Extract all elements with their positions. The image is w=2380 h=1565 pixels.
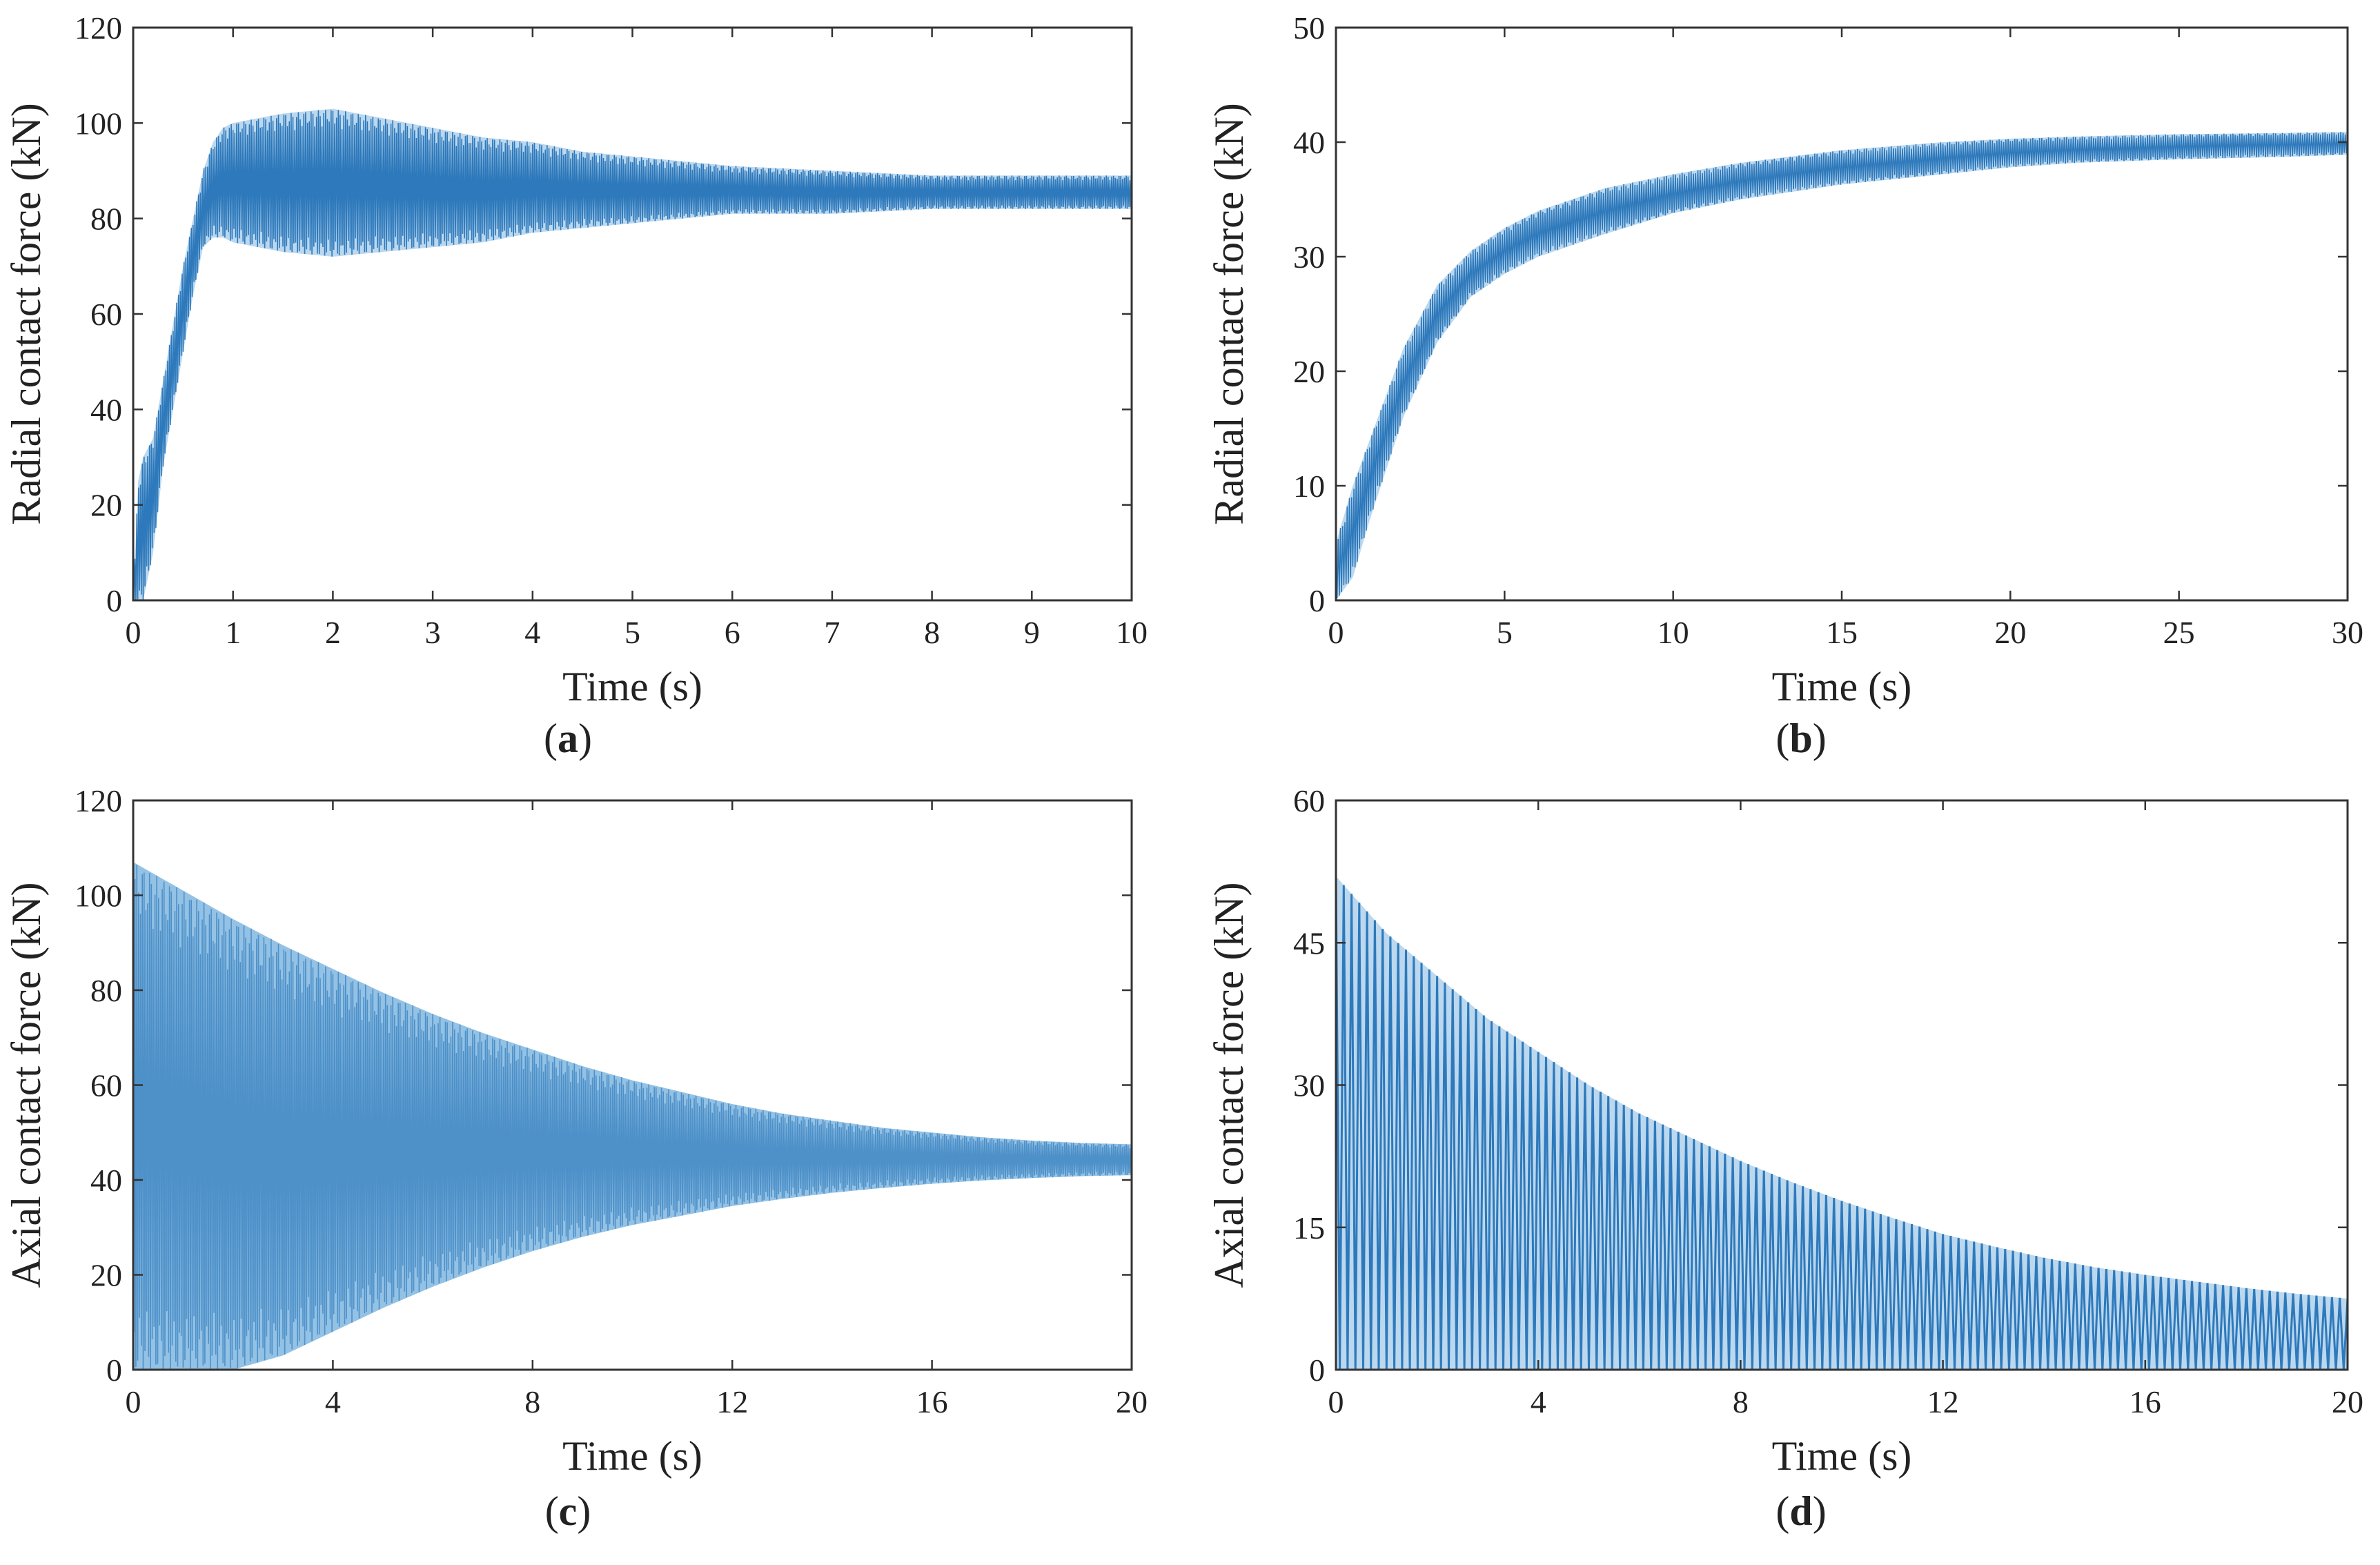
y-tick-label: 100 (75, 878, 122, 914)
y-tick-label: 20 (1293, 354, 1325, 389)
x-tick-label: 2 (325, 615, 341, 650)
y-tick-label: 100 (75, 106, 122, 141)
y-axis-label: Radial contact force (kN) (3, 103, 49, 524)
x-tick-label: 4 (1531, 1384, 1546, 1419)
chart-panel-b: 0 5 10 15 20 25 30 0 10 20 30 40 50 Time (s) Radial co… (1206, 10, 2363, 761)
y-tick-label: 0 (106, 583, 122, 618)
y-tick-label: 40 (90, 392, 122, 427)
series-b (1336, 132, 2348, 600)
y-tick-label: 15 (1293, 1210, 1325, 1246)
y-tick-label: 50 (1293, 10, 1325, 46)
y-axis-label: Axial contact force (kN) (3, 882, 49, 1288)
x-tick-label: 16 (2130, 1384, 2161, 1419)
x-tick-label: 8 (924, 615, 940, 650)
x-tick-label: 0 (1328, 1384, 1344, 1419)
x-axis-label: Time (s) (562, 664, 702, 709)
x-tick-label: 12 (716, 1384, 748, 1419)
x-tick-label: 1 (225, 615, 241, 650)
y-axis-label: Radial contact force (kN) (1206, 103, 1252, 524)
x-tick-label: 15 (1826, 615, 1858, 650)
x-tick-label: 10 (1658, 615, 1689, 650)
y-tick-label: 120 (75, 783, 122, 818)
series-a (133, 108, 1132, 600)
chart-panel-c: 0 4 8 12 16 20 0 20 40 60 80 100 120 Time (s) Axial co… (3, 783, 1148, 1534)
panel-label: (a) (544, 716, 592, 761)
y-axis-label: Axial contact force (kN) (1206, 882, 1252, 1288)
series-d (1336, 876, 2348, 1370)
x-tick-label: 8 (1733, 1384, 1749, 1419)
series-line (133, 110, 1132, 600)
axes-frame (1335, 26, 2349, 602)
x-tick-label: 5 (624, 615, 640, 650)
x-tick-label: 9 (1024, 615, 1040, 650)
y-tick-label: 60 (90, 297, 122, 332)
x-tick-label: 8 (524, 1384, 540, 1419)
y-tick-label: 40 (90, 1163, 122, 1198)
y-tick-label: 0 (106, 1352, 122, 1388)
x-tick-label: 25 (2163, 615, 2195, 650)
x-tick-label: 10 (1116, 615, 1148, 650)
y-tick-label: 40 (1293, 125, 1325, 160)
x-tick-label: 20 (2332, 1384, 2363, 1419)
y-tick-label: 20 (90, 1258, 122, 1293)
envelope-area (1336, 132, 2348, 600)
x-tick-label: 6 (725, 615, 740, 650)
chart-panel-d: 0 4 8 12 16 20 0 15 30 45 60 Time (s) Axial contact … (1206, 783, 2363, 1534)
y-tick-label: 30 (1293, 1068, 1325, 1103)
y-tick-label: 60 (1293, 783, 1325, 818)
y-tick-label: 80 (90, 973, 122, 1008)
y-tick-label: 10 (1293, 469, 1325, 504)
x-tick-label: 20 (1994, 615, 2026, 650)
series-line (1336, 876, 2348, 1370)
y-tick-label: 0 (1309, 583, 1325, 618)
x-tick-label: 20 (1116, 1384, 1148, 1419)
y-tick-label: 20 (90, 488, 122, 523)
x-tick-label: 30 (2332, 615, 2363, 650)
y-tick-label: 0 (1309, 1352, 1325, 1388)
x-tick-label: 16 (916, 1384, 948, 1419)
x-tick-label: 7 (824, 615, 840, 650)
x-tick-label: 5 (1497, 615, 1513, 650)
y-tick-label: 45 (1293, 925, 1325, 961)
x-tick-label: 0 (126, 615, 141, 650)
envelope-area (1336, 876, 2348, 1370)
series-c (133, 862, 1132, 1370)
series-line (133, 865, 1132, 1370)
x-axis-label: Time (s) (1772, 664, 1912, 709)
y-tick-label: 80 (90, 201, 122, 237)
x-tick-label: 12 (1927, 1384, 1959, 1419)
y-tick-label: 120 (75, 10, 122, 46)
x-tick-label: 0 (126, 1384, 141, 1419)
x-tick-label: 4 (325, 1384, 341, 1419)
x-tick-label: 4 (524, 615, 540, 650)
panel-label: (b) (1776, 716, 1826, 761)
x-tick-label: 0 (1328, 615, 1344, 650)
y-tick-label: 60 (90, 1068, 122, 1103)
x-axis-label: Time (s) (1772, 1433, 1912, 1479)
series-line (1336, 132, 2348, 599)
panel-label: (c) (545, 1488, 591, 1534)
x-axis-label: Time (s) (562, 1433, 702, 1479)
x-tick-label: 3 (425, 615, 441, 650)
panel-label: (d) (1776, 1488, 1826, 1534)
y-tick-label: 30 (1293, 239, 1325, 275)
